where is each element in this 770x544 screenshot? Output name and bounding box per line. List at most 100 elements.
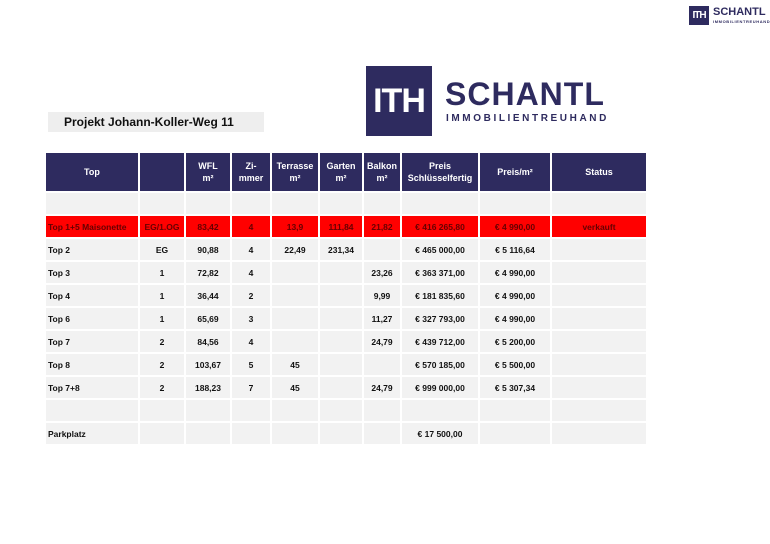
table-cell: EG xyxy=(140,239,184,260)
table-cell xyxy=(46,400,138,421)
header-cell: Garten m² xyxy=(320,153,362,191)
table-row: Top 4 1 36,44 2 9,99 € 181 835,60 € 4 990,00 xyxy=(46,285,646,306)
table-cell: Top 4 xyxy=(46,285,138,306)
table-cell: 2 xyxy=(140,377,184,398)
table-cell xyxy=(272,193,318,214)
table-cell: 21,82 xyxy=(364,216,400,237)
table-cell: € 465 000,00 xyxy=(402,239,478,260)
table-cell xyxy=(480,193,550,214)
logo-tagline-small: IMMOBILIENTREUHAND xyxy=(713,19,770,24)
table-cell: 13,9 xyxy=(272,216,318,237)
table-cell xyxy=(320,354,362,375)
table-cell xyxy=(232,423,270,444)
table-cell xyxy=(364,239,400,260)
table-cell: € 17 500,00 xyxy=(402,423,478,444)
header-cell: WFL m² xyxy=(186,153,230,191)
header-cell: Preis Schlüsselfertig xyxy=(402,153,478,191)
table-cell: Top 8 xyxy=(46,354,138,375)
table-cell: € 570 185,00 xyxy=(402,354,478,375)
table-cell: 4 xyxy=(232,216,270,237)
table-cell: 24,79 xyxy=(364,377,400,398)
header-cell: Status xyxy=(552,153,646,191)
header-text: WFL xyxy=(198,161,218,171)
table-cell xyxy=(140,400,184,421)
header-text: Zi- xyxy=(245,161,257,171)
table-cell: 3 xyxy=(232,308,270,329)
table-cell xyxy=(552,423,646,444)
table-cell: Top 6 xyxy=(46,308,138,329)
header-text: m² xyxy=(335,173,347,183)
table-cell xyxy=(272,262,318,283)
table-cell xyxy=(46,193,138,214)
price-table: Top WFL m² Zi-mmer Terrasse m² Garten m² Balkon m… xyxy=(44,151,648,446)
table-cell: 4 xyxy=(232,239,270,260)
table-cell: verkauft xyxy=(552,216,646,237)
header-text: Preis/m² xyxy=(497,167,533,177)
table-cell xyxy=(364,354,400,375)
table-row: Top 2 EG 90,88 4 22,49 231,34 € 465 000,00 € 5 … xyxy=(46,239,646,260)
table-cell: € 181 835,60 xyxy=(402,285,478,306)
table-cell xyxy=(140,423,184,444)
logo-tagline: IMMOBILIENTREUHAND xyxy=(446,113,609,124)
table-row: Top 7+8 2 188,23 7 45 24,79 € 999 000,00 € 5 30… xyxy=(46,377,646,398)
table-cell: € 439 712,00 xyxy=(402,331,478,352)
table-cell xyxy=(480,423,550,444)
table-cell: 22,49 xyxy=(272,239,318,260)
project-title: Projekt Johann-Koller-Weg 11 xyxy=(48,112,264,132)
table-cell: 45 xyxy=(272,377,318,398)
table-cell: 72,82 xyxy=(186,262,230,283)
table-cell xyxy=(320,308,362,329)
table-cell xyxy=(320,262,362,283)
table-cell xyxy=(320,423,362,444)
table-cell: Top 7+8 xyxy=(46,377,138,398)
header-text: m² xyxy=(202,173,214,183)
table-cell xyxy=(480,400,550,421)
table-row: Top 3 1 72,82 4 23,26 € 363 371,00 € 4 990,00 xyxy=(46,262,646,283)
header-text: Schlüsselfertig xyxy=(407,173,473,183)
logo-name-small: SCHANTL xyxy=(713,6,766,18)
table-cell: Top 2 xyxy=(46,239,138,260)
table-cell xyxy=(186,193,230,214)
table-row: Top 7 2 84,56 4 24,79 € 439 712,00 € 5 200,00 xyxy=(46,331,646,352)
table-cell: € 416 265,80 xyxy=(402,216,478,237)
table-cell: € 327 793,00 xyxy=(402,308,478,329)
header-cell: Preis/m² xyxy=(480,153,550,191)
table-cell: EG/1.OG xyxy=(140,216,184,237)
table-cell: 1 xyxy=(140,308,184,329)
table-cell: 1 xyxy=(140,262,184,283)
table-cell: 24,79 xyxy=(364,331,400,352)
table-cell xyxy=(232,193,270,214)
table-cell xyxy=(232,400,270,421)
table-cell xyxy=(552,377,646,398)
table-cell: 45 xyxy=(272,354,318,375)
header-text: m² xyxy=(289,173,301,183)
header-row: Top WFL m² Zi-mmer Terrasse m² Garten m² Balkon m… xyxy=(46,153,646,191)
table-cell xyxy=(140,193,184,214)
table-cell: € 5 307,34 xyxy=(480,377,550,398)
table-cell xyxy=(364,400,400,421)
header-text: Status xyxy=(585,167,613,177)
header-cell: Top xyxy=(46,153,138,191)
table-cell: Top 7 xyxy=(46,331,138,352)
header-text: Top xyxy=(84,167,100,177)
table-cell: 103,67 xyxy=(186,354,230,375)
table-row: Parkplatz € 17 500,00 xyxy=(46,423,646,444)
table-cell: 9,99 xyxy=(364,285,400,306)
header-cell: Zi-mmer xyxy=(232,153,270,191)
header-text: Garten xyxy=(326,161,356,171)
table-cell xyxy=(552,193,646,214)
table-cell xyxy=(552,331,646,352)
table-cell xyxy=(364,423,400,444)
header-text: m² xyxy=(376,173,388,183)
table-cell xyxy=(552,354,646,375)
table-cell: € 4 990,00 xyxy=(480,308,550,329)
table-cell xyxy=(402,400,478,421)
table-cell xyxy=(552,239,646,260)
table-row: Top 6 1 65,69 3 11,27 € 327 793,00 € 4 990,00 xyxy=(46,308,646,329)
table-cell: Parkplatz xyxy=(46,423,138,444)
table-cell: 2 xyxy=(140,354,184,375)
table-cell xyxy=(552,308,646,329)
table-cell: 36,44 xyxy=(186,285,230,306)
table-cell xyxy=(272,285,318,306)
table-cell xyxy=(364,193,400,214)
